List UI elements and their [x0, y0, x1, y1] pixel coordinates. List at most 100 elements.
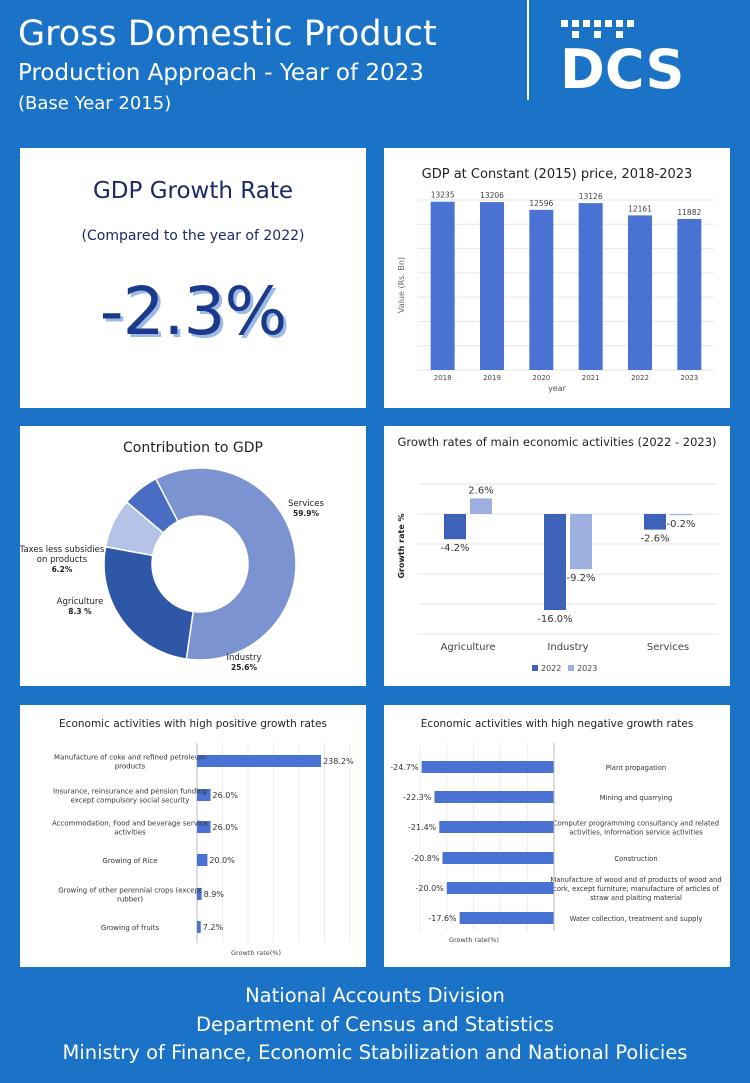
legend-swatch [532, 665, 538, 671]
x-axis-label: year [548, 384, 567, 393]
category-label: activities [114, 829, 146, 837]
data-label: -4.2% [440, 543, 469, 554]
bar-negative-4 [446, 882, 554, 894]
y-axis-label: Growth rate % [397, 513, 406, 578]
dcs-logo: DCS [560, 20, 684, 97]
data-label: 12596 [529, 199, 553, 208]
bar-positive-0 [197, 755, 322, 767]
growth-title: GDP Growth Rate [92, 178, 293, 204]
header: Gross Domestic Product Production Approa… [0, 0, 750, 120]
category-label: straw and plaiting material [590, 894, 682, 902]
category-label: Accommodation, Food and beverage service [52, 820, 208, 828]
category-label: cork, except furniture; manufacture of a… [553, 885, 719, 893]
category-label: Manufacture of coke and refined petroleu… [54, 754, 206, 762]
positive-growth-panel: Economic activities with high positive g… [20, 705, 366, 967]
bar-negative-0 [421, 761, 554, 773]
slice-name-label: Services [288, 499, 324, 509]
category-label: Water collection, treatment and supply [570, 915, 703, 923]
data-label: 7.2% [203, 923, 224, 932]
bar-agriculture-2023 [470, 498, 492, 514]
data-label: -22.3% [403, 793, 432, 802]
tick-label: Services [647, 642, 689, 653]
bar-positive-5 [197, 921, 201, 933]
data-label: 11882 [677, 208, 701, 217]
x-axis-label: Growth rate(%) [231, 949, 281, 957]
slice-value-label: 8.3 % [68, 607, 92, 616]
data-label: 13126 [579, 192, 603, 201]
slice-industry [103, 545, 195, 660]
bar-2021 [578, 203, 603, 370]
positive-growth-chart: Economic activities with high positive g… [52, 718, 354, 957]
bar-industry-2023 [570, 514, 592, 570]
slice-name-label: Industry [227, 653, 262, 663]
bar-2018 [430, 201, 455, 370]
category-label: Growing of other perennial crops (except [58, 887, 202, 895]
growth-main-panel: Growth rates of main economic activities… [384, 426, 730, 686]
chart-title: Economic activities with high negative g… [421, 718, 694, 730]
chart-title: Economic activities with high positive g… [59, 718, 327, 730]
growth-main-chart: Growth rates of main economic activities… [397, 435, 718, 673]
category-label: Manufacture of wood and of products of w… [550, 876, 721, 884]
slice-services [154, 467, 297, 661]
data-label: 2.6% [468, 485, 493, 496]
page-subtitle: Production Approach - Year of 2023 [18, 60, 424, 86]
data-label: -2.6% [640, 534, 669, 545]
category-label: except compulsory social security [71, 797, 190, 805]
growth-value: -2.3% [99, 273, 288, 350]
tick-label: 2022 [631, 374, 649, 382]
header-divider [527, 0, 529, 100]
data-label: -24.7% [390, 763, 419, 772]
bar-2019 [480, 202, 504, 370]
data-label: -16.0% [537, 614, 572, 625]
tick-label: 2023 [680, 374, 698, 382]
data-label: -20.8% [411, 854, 440, 863]
footer-department: Department of Census and Statistics [195, 1012, 555, 1036]
tick-label: Agriculture [441, 642, 496, 653]
category-label: rubber) [117, 896, 143, 904]
data-label: 26.0% [213, 823, 239, 832]
legend-label: 2023 [577, 664, 597, 673]
tick-label: Industry [547, 642, 588, 653]
logo-text: DCS [560, 38, 684, 97]
data-label: 12161 [628, 204, 652, 213]
category-label: activities, Information service activiti… [569, 829, 703, 837]
bar-negative-1 [434, 791, 554, 803]
bar-services-2022 [644, 514, 666, 530]
page-title: Gross Domestic Product [18, 14, 437, 54]
chart-title: Growth rates of main economic activities… [397, 435, 716, 449]
slice-name-label: Agriculture [57, 597, 104, 607]
bar-industry-2022 [544, 514, 566, 610]
footer-ministry: Ministry of Finance, Economic Stabilizat… [62, 1041, 688, 1064]
tick-label: 2020 [532, 374, 550, 382]
category-label: Mining and quarrying [600, 794, 672, 802]
legend-swatch [568, 665, 574, 671]
data-label: -9.2% [566, 573, 595, 584]
contribution-panel: Contribution to GDP Services 59.9% Industry… [20, 426, 366, 686]
bar-2023 [677, 218, 702, 370]
slice-taxes [125, 477, 179, 535]
data-label: -0.2% [666, 519, 695, 530]
category-label: Growing of fruits [101, 924, 160, 932]
bar-agriculture-2022 [444, 514, 466, 540]
y-axis-label: Value (Rs. Bn) [397, 257, 406, 313]
x-axis-label: Growth rate(%) [449, 936, 499, 944]
chart-title: GDP at Constant (2015) price, 2018-2023 [422, 167, 693, 182]
data-label: 20.0% [209, 856, 235, 865]
footer-division: National Accounts Division [245, 984, 505, 1007]
negative-growth-panel: Economic activities with high negative g… [384, 705, 730, 967]
slice-value-label: 59.9% [293, 509, 320, 518]
data-label: -17.6% [428, 914, 457, 923]
base-year: (Base Year 2015) [18, 93, 172, 114]
growth-subtitle: (Compared to the year of 2022) [81, 228, 305, 244]
gdp-growth-panel: GDP Growth Rate (Compared to the year of… [20, 148, 366, 408]
tick-label: 2018 [434, 374, 452, 382]
data-label: 26.0% [213, 791, 239, 800]
category-label: Growing of Rice [102, 857, 157, 865]
data-label: -20.0% [415, 884, 444, 893]
category-label: Plant propagation [606, 764, 666, 772]
slice-name-label: on products [37, 555, 88, 565]
legend-label: 2022 [541, 664, 561, 673]
bar-2020 [529, 209, 554, 370]
tick-label: 2021 [582, 374, 600, 382]
bar-positive-2 [197, 821, 211, 833]
